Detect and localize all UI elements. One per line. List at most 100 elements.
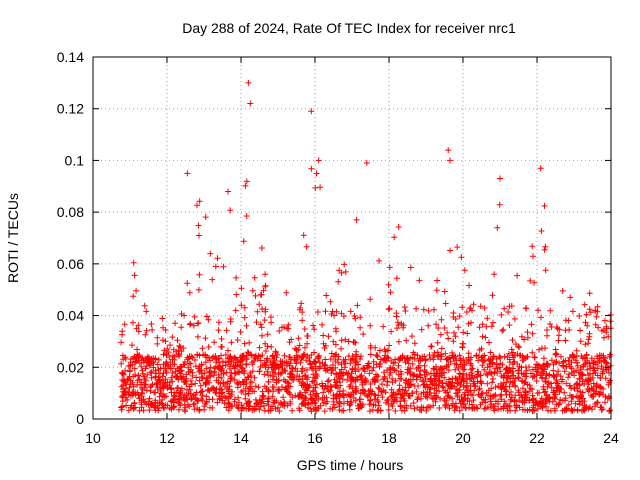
data-point bbox=[527, 277, 534, 284]
data-point bbox=[174, 384, 181, 391]
data-point bbox=[314, 309, 321, 315]
data-point bbox=[573, 352, 580, 359]
data-point bbox=[235, 405, 242, 412]
data-point bbox=[252, 383, 259, 390]
data-point bbox=[421, 362, 428, 369]
data-point bbox=[488, 385, 495, 392]
data-point bbox=[147, 384, 154, 391]
data-point bbox=[451, 383, 458, 390]
data-point bbox=[411, 340, 418, 347]
data-point bbox=[130, 405, 137, 412]
data-point bbox=[245, 350, 252, 357]
data-point bbox=[531, 279, 538, 286]
data-point bbox=[299, 353, 306, 359]
data-point bbox=[126, 367, 133, 374]
data-point bbox=[211, 339, 218, 346]
data-point bbox=[357, 314, 364, 321]
data-point bbox=[398, 320, 405, 327]
data-point bbox=[560, 363, 567, 370]
data-point bbox=[471, 387, 478, 394]
data-point bbox=[225, 358, 232, 365]
data-point bbox=[390, 391, 397, 398]
data-point bbox=[135, 322, 142, 329]
data-point bbox=[192, 380, 199, 387]
data-point bbox=[551, 373, 558, 380]
data-point bbox=[143, 327, 150, 334]
data-point bbox=[554, 387, 561, 394]
data-point bbox=[481, 366, 488, 373]
data-point bbox=[581, 301, 588, 308]
data-point bbox=[249, 359, 256, 366]
data-point bbox=[374, 397, 381, 403]
data-point bbox=[538, 314, 544, 321]
data-point bbox=[267, 407, 274, 414]
data-point bbox=[125, 363, 132, 369]
data-point bbox=[202, 214, 209, 221]
data-point bbox=[427, 386, 434, 393]
data-point bbox=[186, 383, 193, 390]
data-point bbox=[262, 282, 269, 289]
data-point bbox=[352, 368, 359, 375]
data-point bbox=[182, 404, 189, 411]
data-point bbox=[353, 387, 360, 394]
data-point bbox=[445, 367, 452, 374]
data-point bbox=[352, 383, 359, 390]
data-point bbox=[385, 306, 392, 313]
data-point bbox=[561, 368, 568, 375]
data-point bbox=[586, 290, 593, 297]
data-point bbox=[119, 393, 126, 400]
data-point bbox=[456, 313, 463, 320]
data-point bbox=[320, 400, 327, 406]
data-point bbox=[299, 309, 306, 316]
data-point bbox=[542, 267, 549, 274]
data-point bbox=[217, 380, 224, 387]
data-point bbox=[397, 403, 404, 410]
data-point bbox=[515, 375, 522, 382]
data-point bbox=[325, 388, 332, 395]
data-point bbox=[528, 321, 535, 328]
data-point bbox=[220, 379, 227, 386]
data-point bbox=[239, 404, 246, 411]
data-point bbox=[475, 371, 482, 378]
data-point bbox=[450, 338, 457, 345]
data-point bbox=[168, 374, 175, 381]
data-point bbox=[460, 377, 467, 384]
data-point bbox=[602, 375, 609, 382]
data-point bbox=[203, 313, 210, 320]
data-point bbox=[335, 384, 341, 391]
data-point bbox=[183, 395, 190, 402]
data-point bbox=[515, 367, 522, 374]
data-point bbox=[265, 372, 272, 379]
data-point bbox=[340, 372, 346, 378]
data-point bbox=[331, 404, 338, 411]
data-point bbox=[313, 391, 320, 398]
data-point bbox=[196, 198, 203, 205]
data-point bbox=[168, 386, 175, 392]
data-point bbox=[534, 366, 541, 373]
data-point bbox=[140, 407, 147, 414]
data-point bbox=[218, 352, 224, 359]
data-point bbox=[481, 352, 488, 359]
data-point bbox=[479, 333, 486, 340]
data-point bbox=[340, 357, 347, 363]
data-point bbox=[235, 369, 242, 376]
data-point bbox=[449, 375, 456, 382]
data-point bbox=[392, 408, 399, 414]
data-point bbox=[262, 348, 269, 354]
data-point bbox=[269, 376, 276, 383]
data-point bbox=[495, 398, 501, 405]
data-point bbox=[219, 389, 226, 396]
data-point bbox=[572, 400, 579, 407]
data-point bbox=[548, 380, 555, 387]
data-point bbox=[544, 327, 550, 333]
data-point bbox=[234, 384, 241, 391]
data-point bbox=[345, 391, 352, 398]
data-point bbox=[401, 389, 408, 396]
data-point bbox=[338, 366, 345, 373]
data-point bbox=[135, 328, 142, 335]
data-point bbox=[354, 302, 361, 309]
data-point bbox=[352, 362, 359, 368]
data-point bbox=[308, 165, 315, 172]
data-point bbox=[416, 277, 423, 284]
data-point bbox=[185, 390, 192, 397]
